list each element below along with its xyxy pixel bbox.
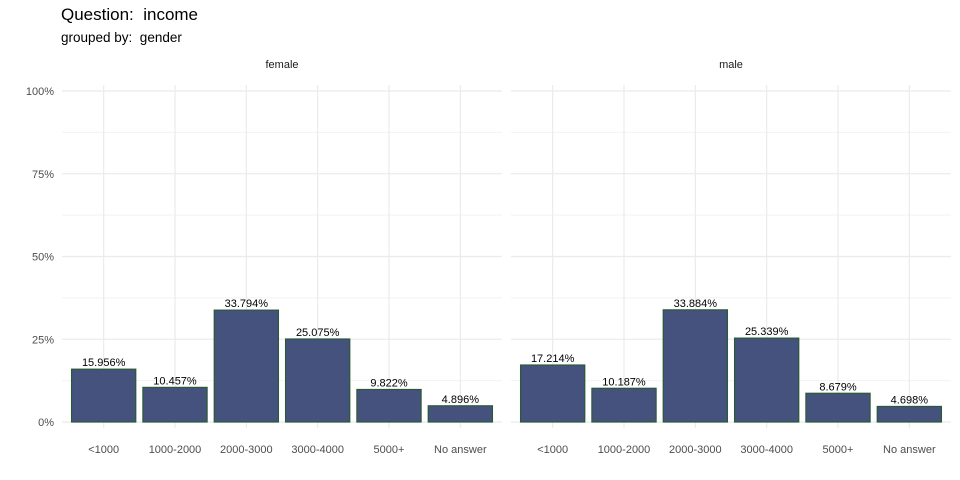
y-tick-label: 0%: [38, 417, 54, 429]
bar: [284, 338, 351, 423]
y-tick-label: 75%: [32, 169, 54, 181]
x-tick-label: 2000-3000: [220, 444, 273, 456]
x-tick-label: 2000-3000: [669, 444, 722, 456]
x-tick-label: No answer: [883, 444, 936, 456]
x-tick-label: 5000+: [374, 444, 405, 456]
data-label: 17.214%: [531, 353, 575, 365]
x-tick-label: 5000+: [823, 444, 854, 456]
data-label: 25.075%: [296, 327, 340, 339]
x-tick-label: <1000: [88, 444, 119, 456]
chart-title: Question: income: [61, 5, 198, 24]
data-label: 10.457%: [153, 375, 197, 387]
bar: [591, 387, 657, 423]
data-label: 9.822%: [370, 377, 408, 389]
data-label: 33.794%: [225, 298, 269, 310]
bar: [805, 392, 871, 423]
x-tick-label: 1000-2000: [598, 444, 651, 456]
y-tick-label: 100%: [26, 86, 54, 98]
x-tick-label: 1000-2000: [149, 444, 202, 456]
bar: [427, 405, 494, 423]
bar: [213, 309, 280, 423]
data-label: 4.698%: [891, 394, 929, 406]
x-tick-label: 3000-4000: [740, 444, 793, 456]
x-tick-label: <1000: [537, 444, 568, 456]
facet-strip-label: female: [265, 59, 298, 71]
data-label: 33.884%: [674, 298, 718, 310]
y-tick-label: 50%: [32, 252, 54, 264]
data-label: 8.679%: [819, 381, 857, 393]
x-tick-label: 3000-4000: [291, 444, 344, 456]
data-label: 10.187%: [602, 376, 646, 388]
data-label: 15.956%: [82, 357, 126, 369]
bar: [662, 309, 729, 423]
data-label: 4.896%: [442, 394, 480, 406]
facet-strip-label: male: [719, 59, 743, 71]
bar: [876, 405, 943, 423]
chart-subtitle: grouped by: gender: [61, 30, 182, 45]
x-tick-label: No answer: [434, 444, 487, 456]
bar: [356, 388, 422, 423]
bar: [733, 337, 800, 423]
y-tick-label: 25%: [32, 334, 54, 346]
data-label: 25.339%: [745, 326, 789, 338]
bar: [519, 364, 586, 423]
bar: [142, 386, 208, 423]
bar: [70, 368, 137, 423]
